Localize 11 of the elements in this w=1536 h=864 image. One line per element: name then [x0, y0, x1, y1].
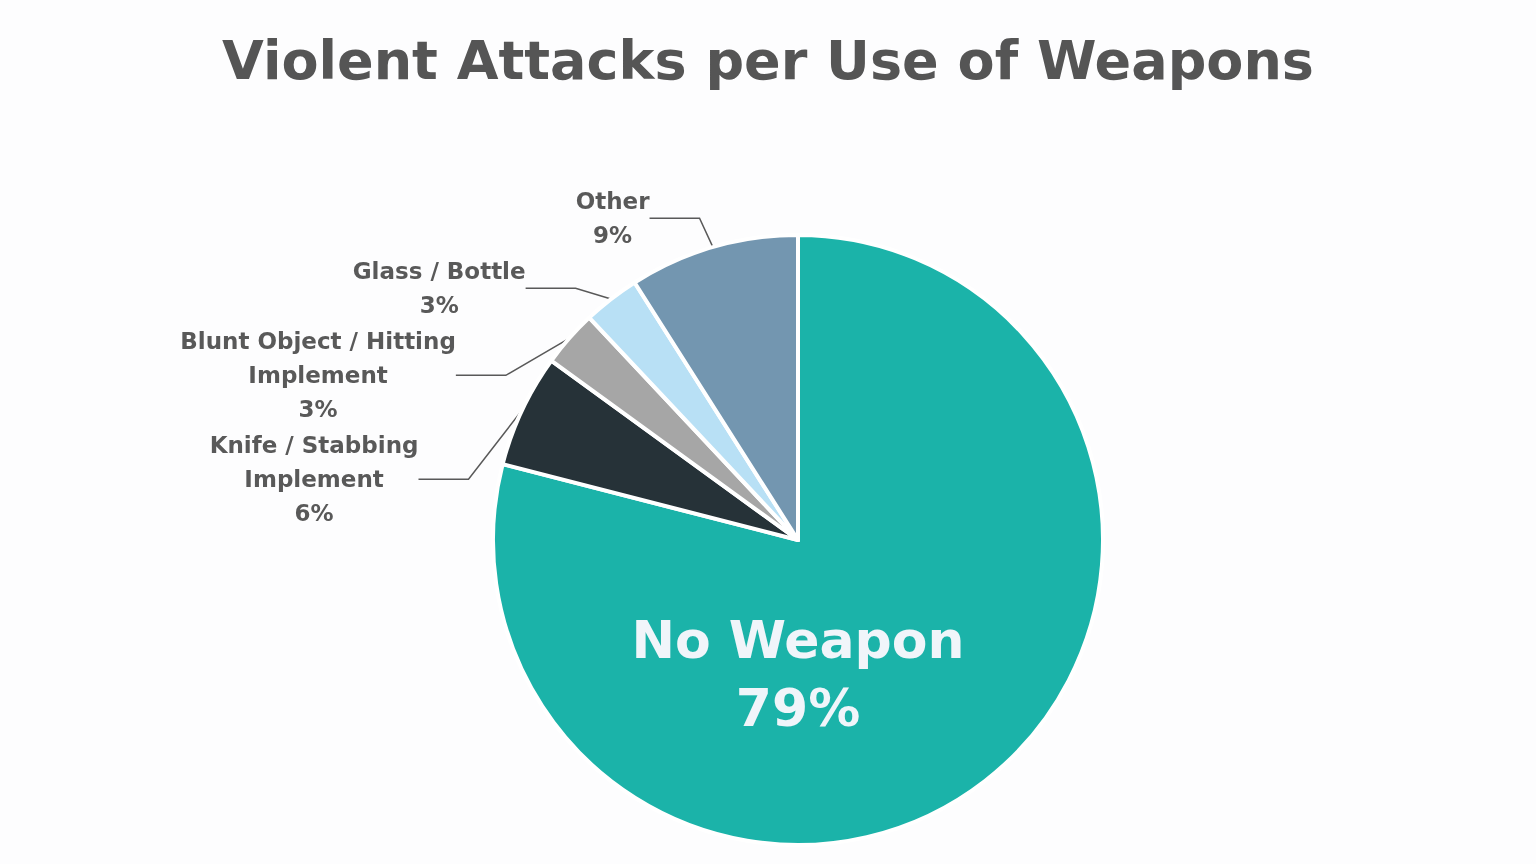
- data-label: 9%: [593, 222, 633, 249]
- data-label: 3%: [298, 396, 338, 423]
- slice-label: Blunt Object / Hitting Implement: [180, 328, 456, 389]
- data-label: 3%: [419, 292, 459, 319]
- data-label: 6%: [294, 500, 334, 527]
- chart-title: Violent Attacks per Use of Weapons: [222, 28, 1314, 92]
- slice-label: No Weapon: [631, 610, 965, 671]
- slice-label: Knife / Stabbing Implement: [209, 432, 419, 493]
- slice-label: Glass / Bottle: [352, 258, 526, 285]
- data-label: 79%: [735, 678, 861, 739]
- slice-label: Other: [575, 188, 651, 215]
